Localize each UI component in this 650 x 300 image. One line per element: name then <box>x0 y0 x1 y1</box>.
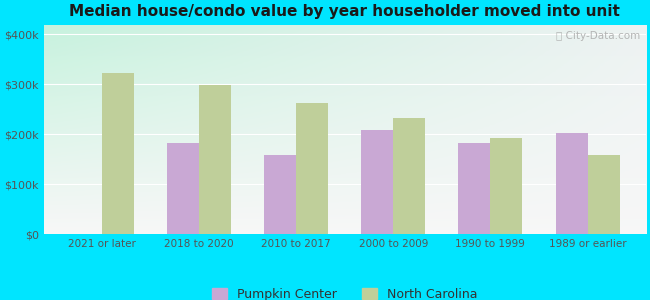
Bar <box>264 155 296 234</box>
Bar <box>458 143 491 234</box>
Bar <box>556 133 588 234</box>
Legend: Pumpkin Center, North Carolina: Pumpkin Center, North Carolina <box>206 282 484 300</box>
Title: Median house/condo value by year householder moved into unit: Median house/condo value by year househo… <box>70 4 620 19</box>
Bar <box>491 138 523 234</box>
Bar <box>296 103 328 234</box>
Bar <box>393 118 425 234</box>
Bar <box>361 130 393 234</box>
Text: Ⓢ City-Data.com: Ⓢ City-Data.com <box>556 31 640 41</box>
Bar <box>102 73 134 234</box>
Bar <box>167 143 199 234</box>
Bar <box>199 85 231 234</box>
Bar <box>588 155 619 234</box>
